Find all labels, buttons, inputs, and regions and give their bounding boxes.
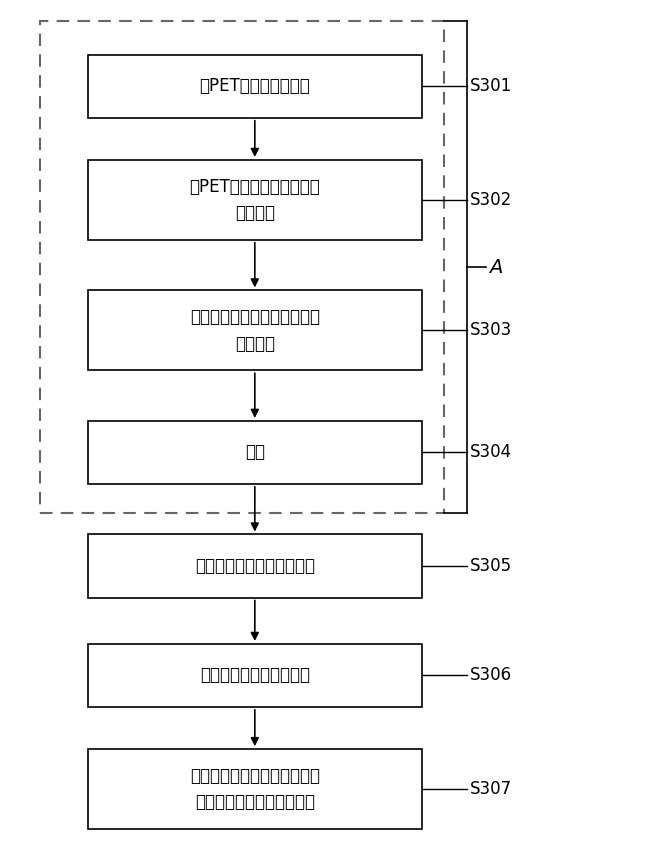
Text: A: A [490, 258, 503, 277]
Bar [40, 21, 445, 513]
Text: S305: S305 [470, 557, 512, 575]
Text: S301: S301 [470, 77, 512, 95]
Text: S306: S306 [470, 666, 512, 684]
Bar [88, 160, 422, 240]
Text: 得到制作好的导热散热材料: 得到制作好的导热散热材料 [195, 557, 315, 575]
Text: 收卷: 收卷 [245, 444, 265, 462]
Text: S304: S304 [470, 444, 512, 462]
Text: S303: S303 [470, 321, 512, 339]
Bar [88, 421, 422, 484]
Text: S302: S302 [470, 191, 512, 209]
Bar [88, 643, 422, 707]
Bar [88, 54, 422, 118]
Bar [88, 749, 422, 829]
Text: 把PET薄膜置于镀铝的气相
沉积炉内: 把PET薄膜置于镀铝的气相 沉积炉内 [189, 178, 320, 222]
Text: 加高分子薄膜保护材料层: 加高分子薄膜保护材料层 [200, 666, 310, 684]
Text: 对PET薄膜进行预处理: 对PET薄膜进行预处理 [199, 77, 310, 95]
Bar [88, 535, 422, 598]
Bar [88, 291, 422, 371]
Text: 上模切设备按照需要裁剪成符
合要求的导热散热界面材料: 上模切设备按照需要裁剪成符 合要求的导热散热界面材料 [190, 767, 320, 811]
Text: 开启气相沉积设备，铝会镀在
薄膜表面: 开启气相沉积设备，铝会镀在 薄膜表面 [190, 308, 320, 353]
Text: S307: S307 [470, 780, 512, 798]
